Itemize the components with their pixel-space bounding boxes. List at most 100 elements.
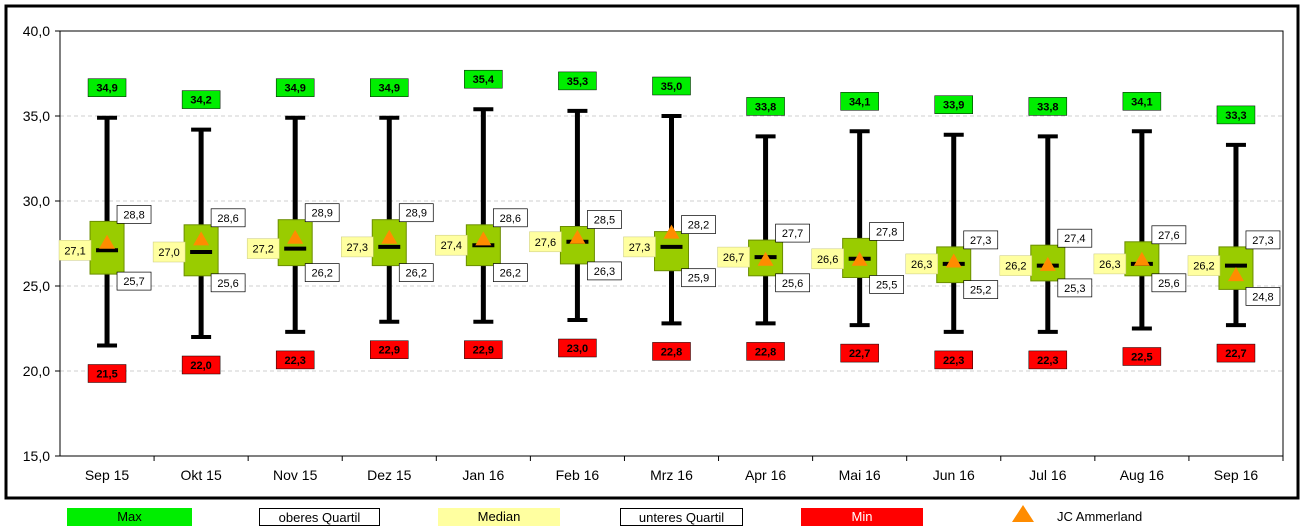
median-label-box [246,238,280,259]
max-label-box [840,92,879,111]
max-label-box [558,71,597,91]
legend-upper-quartile: oberes Quartil [259,508,380,526]
quartile-box [277,219,313,267]
max-label: 34,1 [1131,96,1152,108]
x-tick-label: Nov 15 [273,467,318,483]
min-label: 22,7 [1225,348,1246,360]
max-label-box [370,78,409,97]
upper-quartile-label-box [1245,230,1281,250]
x-tick-label: Mai 16 [839,467,881,483]
lower-quartile-label-box [116,271,152,291]
max-label: 35,4 [473,74,495,86]
min-label-box [1216,343,1256,363]
min-label: 22,3 [1037,355,1058,367]
jc-marker [1039,256,1056,271]
x-tick-label: Jan 16 [462,467,504,483]
max-label: 34,9 [284,83,305,95]
min-label-box [934,350,973,370]
upper-quartile-label-box [1057,228,1093,248]
upper-quartile-label: 28,6 [500,213,521,225]
y-tick-label: 40,0 [23,23,50,39]
x-tick-label: Mrz 16 [650,467,693,483]
median-label-box [1187,255,1221,276]
lower-quartile-label: 25,5 [876,280,897,292]
min-label: 22,9 [473,345,494,357]
x-tick-label: Dez 15 [367,467,412,483]
median-label: 27,1 [64,245,85,257]
lower-quartile-label: 25,7 [123,276,144,288]
lower-quartile-label-box [492,263,528,282]
median-label: 27,4 [441,240,462,252]
y-tick-label: 20,0 [23,363,50,379]
upper-quartile-label-box [869,222,905,241]
legend-max: Max [67,508,192,526]
lower-quartile-label-box [398,263,434,282]
x-tick-label: Aug 16 [1120,467,1165,483]
triangle-marker-icon [1012,505,1034,522]
max-label: 35,3 [567,76,588,88]
min-label-box [840,343,879,363]
legend-min: Min [801,508,923,526]
min-label-box [746,342,785,361]
y-tick-label: 15,0 [23,448,50,464]
upper-quartile-label-box [587,210,622,229]
lower-quartile-label-box [587,261,622,281]
y-tick-label: 30,0 [23,193,50,209]
x-tick-label: Apr 16 [745,467,786,483]
min-label: 21,5 [96,369,117,381]
min-label: 23,0 [567,343,588,355]
max-label: 33,8 [1037,101,1058,113]
max-label-box [934,95,973,114]
median-label: 26,3 [911,259,932,271]
lower-quartile-label-box [1151,273,1187,293]
min-label-box [275,350,315,370]
median-label-box [341,236,374,258]
max-label: 34,9 [379,83,400,95]
min-label-box [1122,347,1162,366]
upper-quartile-label: 27,8 [876,226,897,238]
median-label-box [999,255,1033,276]
median-label-box [717,246,750,268]
upper-quartile-label: 28,5 [594,215,615,227]
median-label: 26,3 [1099,259,1120,271]
lower-quartile-label-box [869,275,905,294]
median-label: 27,0 [158,247,179,259]
upper-quartile-label-box [492,208,528,228]
legend-median: Median [438,508,560,526]
upper-quartile-label-box [1151,225,1187,245]
x-tick-label: Jul 16 [1029,467,1067,483]
jc-marker [381,229,398,244]
median-label: 26,2 [1005,261,1026,273]
min-label-box [652,342,691,361]
median-label-box [1093,253,1127,275]
y-tick-label: 25,0 [23,278,50,294]
median-label: 26,2 [1193,261,1214,273]
lower-quartile-label-box [304,263,340,282]
min-label-box [87,364,127,383]
jc-marker [569,229,586,244]
upper-quartile-label: 27,4 [1064,233,1085,245]
min-label: 22,3 [284,355,305,367]
min-label: 22,3 [943,355,964,367]
max-label-box [87,78,127,97]
x-tick-label: Sep 15 [85,467,130,483]
lower-quartile-label-box [681,268,716,288]
median-label-box [529,231,562,253]
jc-marker [193,231,210,246]
upper-quartile-label-box [398,203,434,223]
min-label-box [370,340,409,359]
max-label-box [652,76,691,96]
upper-quartile-label: 27,3 [970,235,991,247]
jc-marker [475,231,492,246]
lower-quartile-label-box [210,273,246,293]
median-label-box [152,241,186,263]
upper-quartile-label: 27,7 [782,228,803,240]
min-label-box [558,338,597,358]
min-label-box [181,355,221,375]
lower-quartile-label-box [1245,287,1281,306]
min-label: 22,5 [1131,352,1152,364]
lower-quartile-label-box [963,280,999,299]
median-label: 27,3 [629,242,650,254]
upper-quartile-label-box [963,230,999,250]
jc-marker [1227,267,1244,282]
